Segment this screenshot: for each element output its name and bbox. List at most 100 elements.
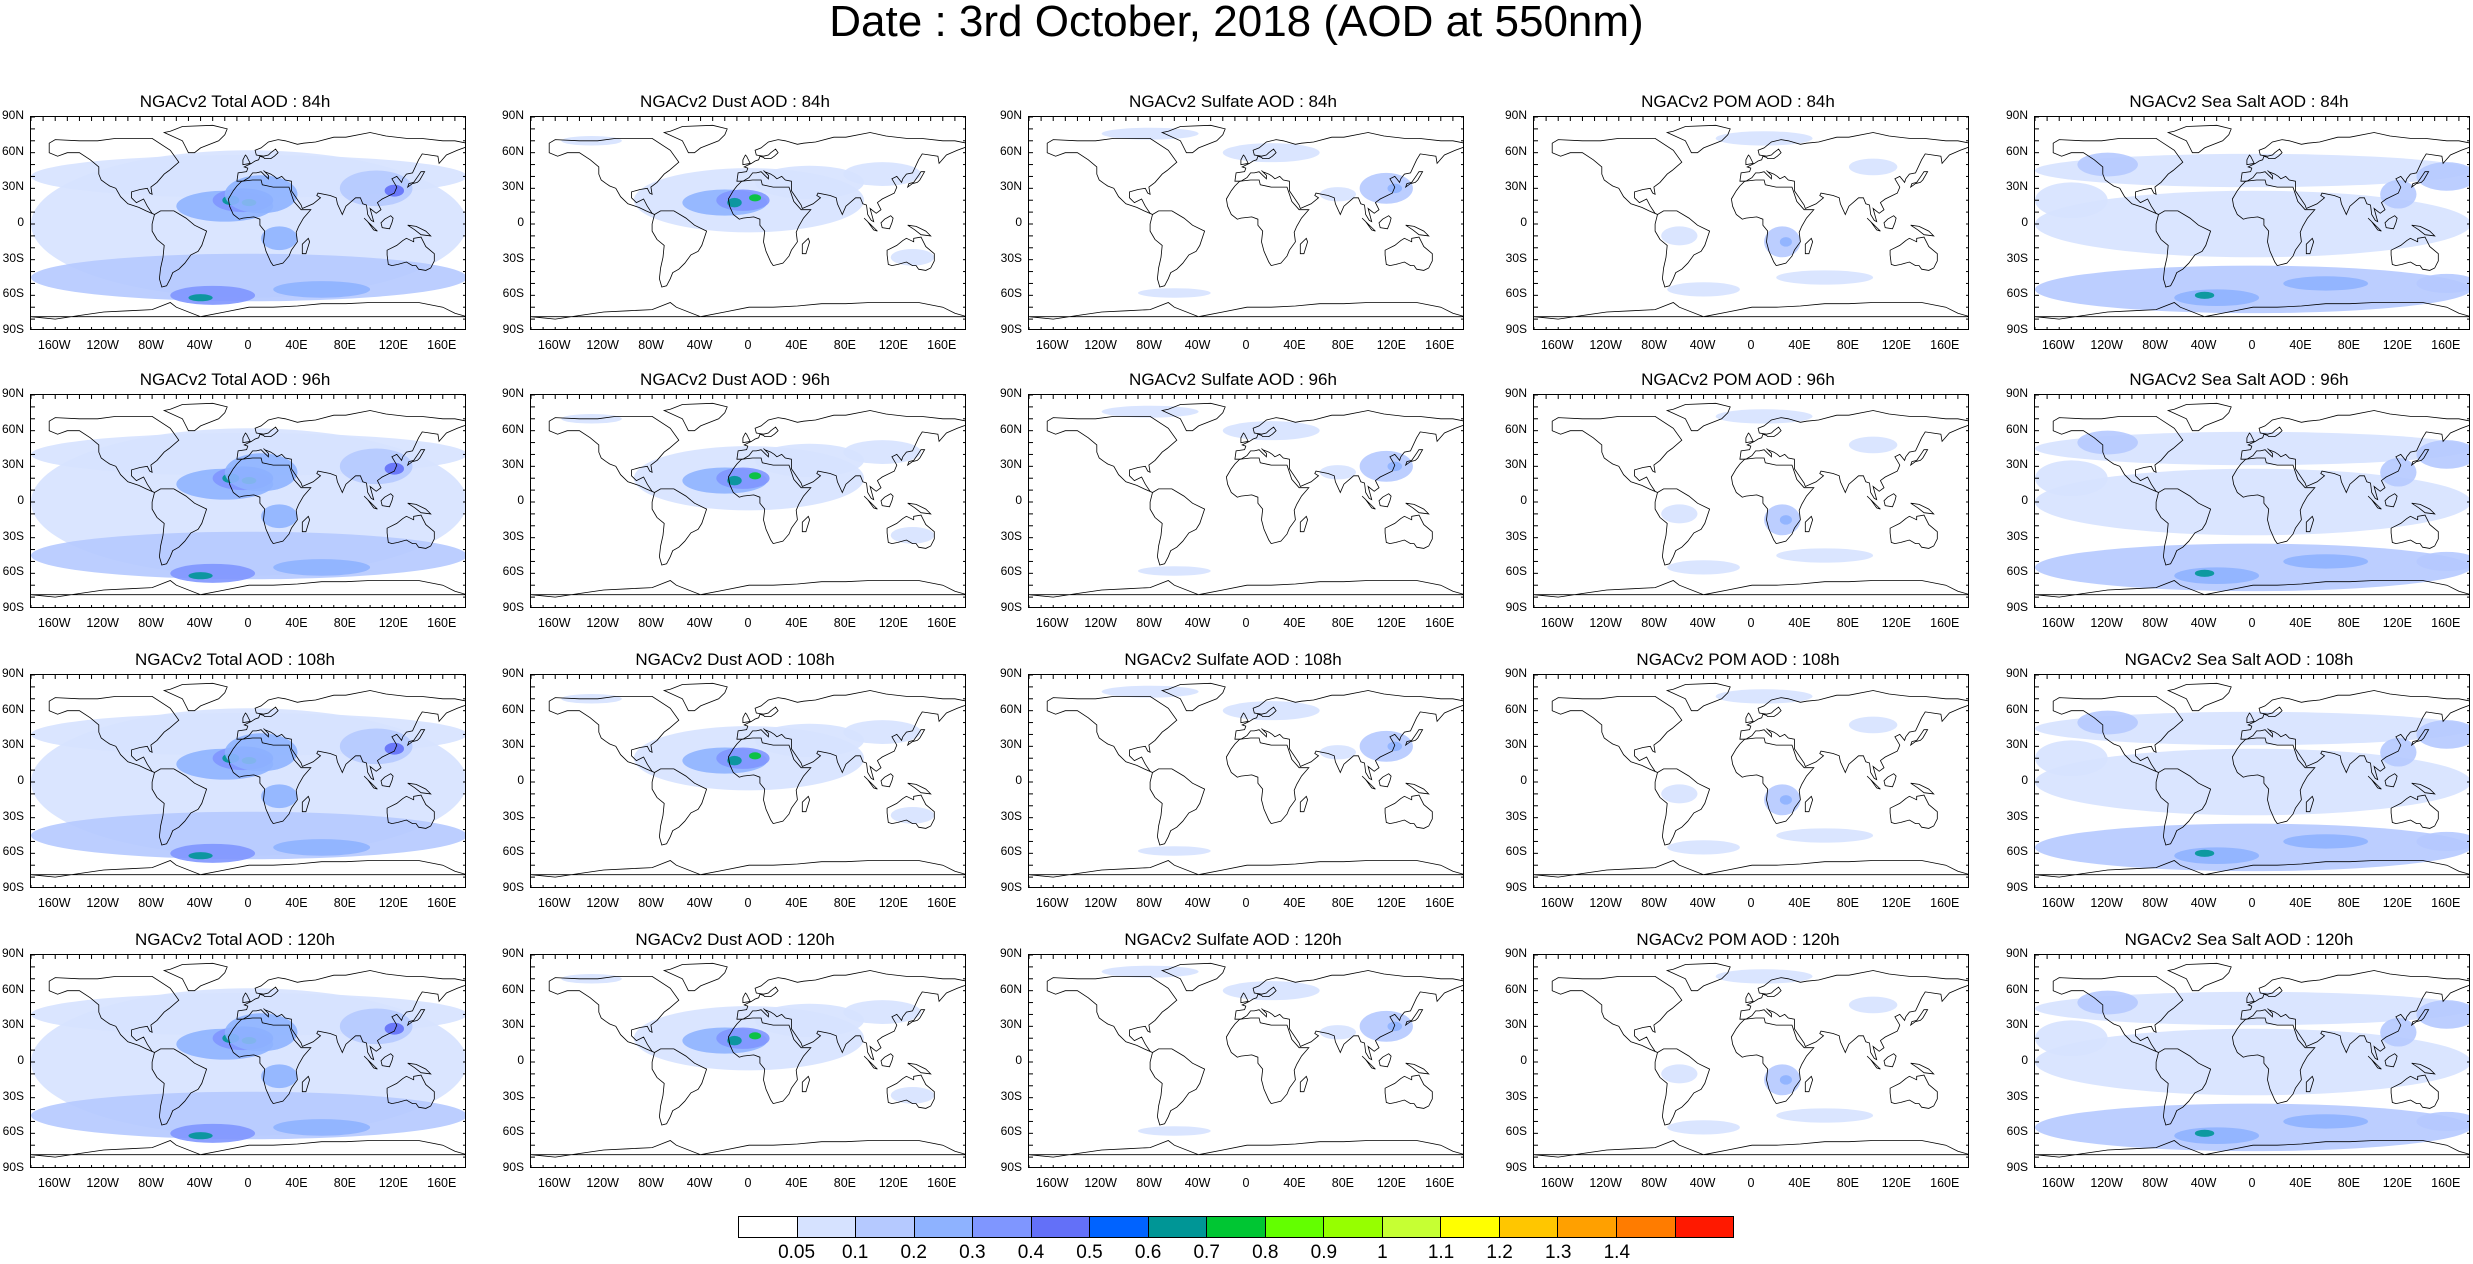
lon-tick-label: 40W	[2190, 616, 2217, 630]
coastline	[363, 775, 378, 790]
aod-plume	[2035, 543, 2469, 592]
map-panel: NGACv2 POM AOD : 108h 90N 60N 30N 0 30S 60S 90S…	[1503, 650, 1973, 920]
lon-tick-label: 120E	[2382, 338, 2412, 352]
lat-tick-label: 90S	[2, 322, 24, 336]
lon-tick-label: 160E	[1930, 616, 1960, 630]
aod-plume	[2035, 153, 2469, 188]
aod-plume	[1319, 1025, 1356, 1040]
lat-tick-label: 90S	[2006, 322, 2028, 336]
lat-tick-label: 90N	[1504, 666, 1527, 680]
lat-tick-label: 90N	[1, 386, 24, 400]
coastline	[2052, 695, 2184, 773]
coastline	[1046, 975, 1178, 1053]
aod-plume	[188, 1132, 213, 1140]
aod-plume	[1667, 1120, 1740, 1135]
aod-plume	[2035, 711, 2469, 746]
aod-plume	[170, 1123, 256, 1143]
coastline	[1910, 1062, 1935, 1075]
aod-plume	[2174, 847, 2260, 865]
lon-tick-label: 0	[1242, 616, 1250, 630]
lat-tick-label: 30N	[999, 179, 1022, 194]
coastline	[1240, 154, 1249, 166]
coastline	[1384, 794, 1433, 829]
map-plot-area	[30, 394, 466, 608]
lat-tick-label: 60N	[2005, 981, 2028, 996]
map-plot-area	[1533, 674, 1969, 888]
aod-plume	[890, 1086, 935, 1104]
lat-tick-label: 0	[1015, 773, 1022, 787]
lon-tick-label: 160E	[927, 1176, 957, 1190]
coastline	[886, 794, 935, 829]
aod-plume	[2035, 182, 2108, 219]
aod-plume	[2416, 1111, 2469, 1131]
map-plot-area	[1028, 394, 1464, 608]
lat-tick-label: 90S	[2006, 880, 2028, 894]
colorbar-swatch	[1265, 1217, 1325, 1237]
coastline	[548, 137, 680, 215]
coastline	[1361, 217, 1376, 232]
coastline	[242, 992, 251, 1004]
aod-map	[531, 117, 965, 329]
lon-tick-label: 160E	[2431, 1176, 2461, 1190]
coastline	[1405, 782, 1430, 795]
coastline	[1745, 432, 1754, 444]
aod-plume	[1359, 730, 1413, 762]
lon-tick-label: 40W	[686, 616, 713, 630]
aod-plume	[384, 462, 405, 475]
coastline	[1665, 682, 1731, 712]
colorbar-swatch	[1148, 1217, 1208, 1237]
colorbar-label: 0.9	[1310, 1242, 1338, 1263]
coastline	[1665, 962, 1731, 992]
colorbar-label: 0.2	[900, 1242, 927, 1263]
lon-tick-label: 120W	[86, 616, 119, 630]
lon-tick-label: 120E	[2382, 616, 2412, 630]
lon-tick-label: 160E	[427, 1176, 457, 1190]
lon-tick-label: 40W	[1689, 896, 1716, 910]
aod-plume	[2035, 740, 2108, 777]
lon-tick-label: 40W	[1184, 616, 1211, 630]
lat-tick-label: 60N	[999, 701, 1022, 716]
coastline	[227, 737, 312, 825]
coastline	[1551, 695, 1683, 773]
aod-plume	[2077, 430, 2138, 455]
panel-title: NGACv2 POM AOD : 108h	[1636, 650, 1840, 669]
aod-plume	[2077, 710, 2138, 735]
coastline	[2035, 860, 2469, 878]
aod-map	[531, 395, 965, 607]
aod-plume	[1138, 1126, 1211, 1136]
map-panel: NGACv2 Sea Salt AOD : 84h 90N 60N 30N 0 30S 60…	[2004, 92, 2473, 362]
aod-plume	[1138, 846, 1211, 856]
lat-tick-label: 60S	[502, 1124, 524, 1139]
aod-map	[1534, 955, 1968, 1167]
aod-plume	[1715, 969, 1813, 984]
lat-tick-label: 30S	[1000, 250, 1022, 265]
coastline	[1534, 1140, 1968, 1158]
lat-tick-label: 60N	[2005, 143, 2028, 158]
aod-plume	[716, 189, 770, 211]
panel-title: NGACv2 Sulfate AOD : 120h	[1124, 930, 1342, 949]
lat-tick-label: 30N	[1504, 457, 1527, 472]
lat-tick-label: 90S	[502, 1160, 524, 1174]
coastline	[1909, 1009, 1929, 1027]
figure-title: Date : 3rd October, 2018 (AOD at 550nm)	[829, 0, 1644, 46]
coastline	[531, 860, 965, 878]
colorbar-swatch	[1207, 1217, 1266, 1237]
aod-plume	[2416, 720, 2469, 749]
lon-tick-label: 120W	[86, 338, 119, 352]
coastline	[742, 712, 751, 724]
lat-tick-label: 90S	[1505, 880, 1527, 894]
coastline	[1378, 773, 1392, 788]
lat-tick-label: 60S	[2, 844, 24, 859]
coastline	[1551, 137, 1683, 215]
coastline	[1160, 682, 1226, 712]
aod-plume	[843, 720, 921, 744]
lat-tick-label: 90S	[2, 1160, 24, 1174]
lat-tick-label: 60S	[2, 564, 24, 579]
panel-title: NGACv2 Dust AOD : 120h	[635, 930, 835, 949]
coastline	[1149, 488, 1206, 566]
coastline	[906, 171, 926, 189]
lon-tick-label: 120W	[1589, 338, 1622, 352]
coastline	[2166, 402, 2232, 432]
coastline	[742, 432, 751, 444]
lon-tick-label: 40E	[785, 1176, 808, 1190]
